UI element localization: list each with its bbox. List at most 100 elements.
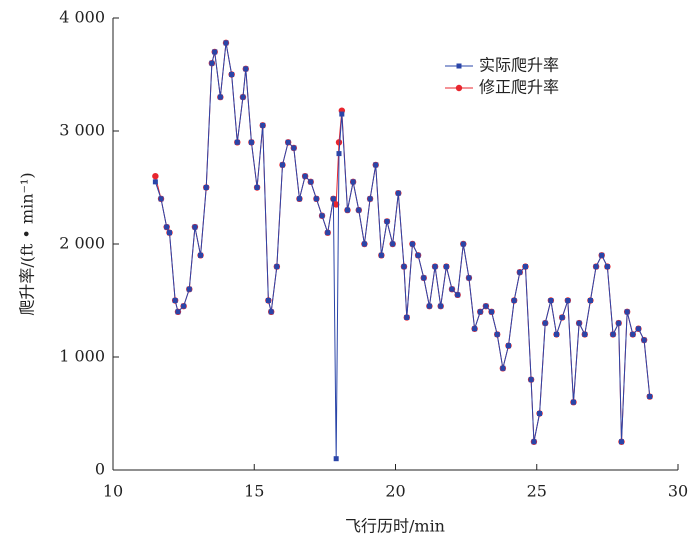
marker xyxy=(332,201,340,208)
marker xyxy=(378,252,384,258)
marker xyxy=(308,179,314,185)
marker xyxy=(456,63,462,69)
marker xyxy=(624,309,630,315)
legend-label: 实际爬升率 xyxy=(479,56,559,75)
marker xyxy=(599,252,605,258)
marker xyxy=(243,66,249,72)
marker xyxy=(401,264,407,270)
marker xyxy=(175,309,181,315)
marker xyxy=(395,190,401,196)
marker xyxy=(455,292,461,298)
marker xyxy=(477,309,483,315)
marker xyxy=(158,196,164,202)
marker xyxy=(313,196,319,202)
marker xyxy=(212,49,218,55)
series-line xyxy=(154,42,651,459)
marker xyxy=(260,122,266,128)
marker xyxy=(522,264,528,270)
marker xyxy=(531,439,537,445)
marker xyxy=(542,320,548,326)
marker xyxy=(576,320,582,326)
marker xyxy=(344,207,350,213)
marker xyxy=(494,331,500,337)
marker xyxy=(330,196,336,202)
marker xyxy=(254,185,260,190)
marker xyxy=(455,84,463,92)
marker xyxy=(302,173,308,179)
marker xyxy=(548,298,554,303)
marker xyxy=(280,162,285,168)
marker xyxy=(203,185,209,190)
marker xyxy=(336,151,342,157)
legend-label: 修正爬升率 xyxy=(479,78,559,97)
y-tick-label: 1 000 xyxy=(59,347,105,366)
y-tick-label: 2 000 xyxy=(59,234,105,253)
marker xyxy=(528,377,534,383)
marker xyxy=(635,326,641,332)
marker xyxy=(647,394,653,400)
marker xyxy=(291,145,297,151)
marker xyxy=(265,298,271,303)
marker xyxy=(172,298,178,303)
marker xyxy=(373,162,379,168)
marker xyxy=(285,139,291,145)
marker xyxy=(565,298,571,303)
marker xyxy=(460,241,466,247)
marker xyxy=(335,139,343,146)
marker xyxy=(472,326,478,332)
marker xyxy=(268,309,274,315)
marker xyxy=(248,139,254,145)
marker xyxy=(240,94,246,100)
marker xyxy=(506,343,511,349)
marker xyxy=(489,309,495,315)
marker xyxy=(443,264,449,270)
marker xyxy=(517,269,523,275)
marker xyxy=(209,60,215,66)
marker xyxy=(319,213,325,219)
x-tick-label: 30 xyxy=(668,482,688,501)
marker xyxy=(438,303,444,309)
marker xyxy=(167,230,172,236)
marker xyxy=(152,179,158,185)
marker xyxy=(641,337,647,343)
marker xyxy=(325,230,331,236)
marker xyxy=(192,224,198,230)
marker xyxy=(223,40,229,46)
y-axis-label: 爬升率/(ft • min⁻¹) xyxy=(18,172,37,315)
marker xyxy=(152,173,159,180)
x-tick-label: 20 xyxy=(385,482,405,501)
marker xyxy=(559,314,565,320)
marker xyxy=(619,439,624,445)
marker xyxy=(616,320,622,326)
marker xyxy=(390,241,396,247)
marker xyxy=(587,298,593,303)
marker xyxy=(234,139,240,145)
y-tick-label: 4 000 xyxy=(59,8,105,27)
x-tick-label: 25 xyxy=(527,482,547,501)
marker xyxy=(361,241,367,247)
marker xyxy=(339,111,345,117)
y-tick-label: 3 000 xyxy=(59,121,105,140)
marker xyxy=(466,275,472,281)
marker xyxy=(604,264,610,270)
marker xyxy=(404,314,410,320)
marker xyxy=(610,331,616,337)
marker xyxy=(296,196,302,202)
marker xyxy=(593,264,599,270)
marker xyxy=(483,303,489,309)
marker xyxy=(554,331,560,337)
marker xyxy=(500,365,506,371)
marker xyxy=(582,331,588,337)
marker xyxy=(415,252,421,258)
marker xyxy=(274,264,280,270)
y-tick-label: 0 xyxy=(95,460,105,479)
marker xyxy=(186,286,192,292)
marker xyxy=(432,264,438,270)
marker xyxy=(164,224,170,230)
x-axis-label: 飞行历时/min xyxy=(345,517,445,536)
marker xyxy=(421,275,427,281)
marker xyxy=(181,303,187,309)
marker xyxy=(630,331,636,337)
marker xyxy=(350,179,356,185)
